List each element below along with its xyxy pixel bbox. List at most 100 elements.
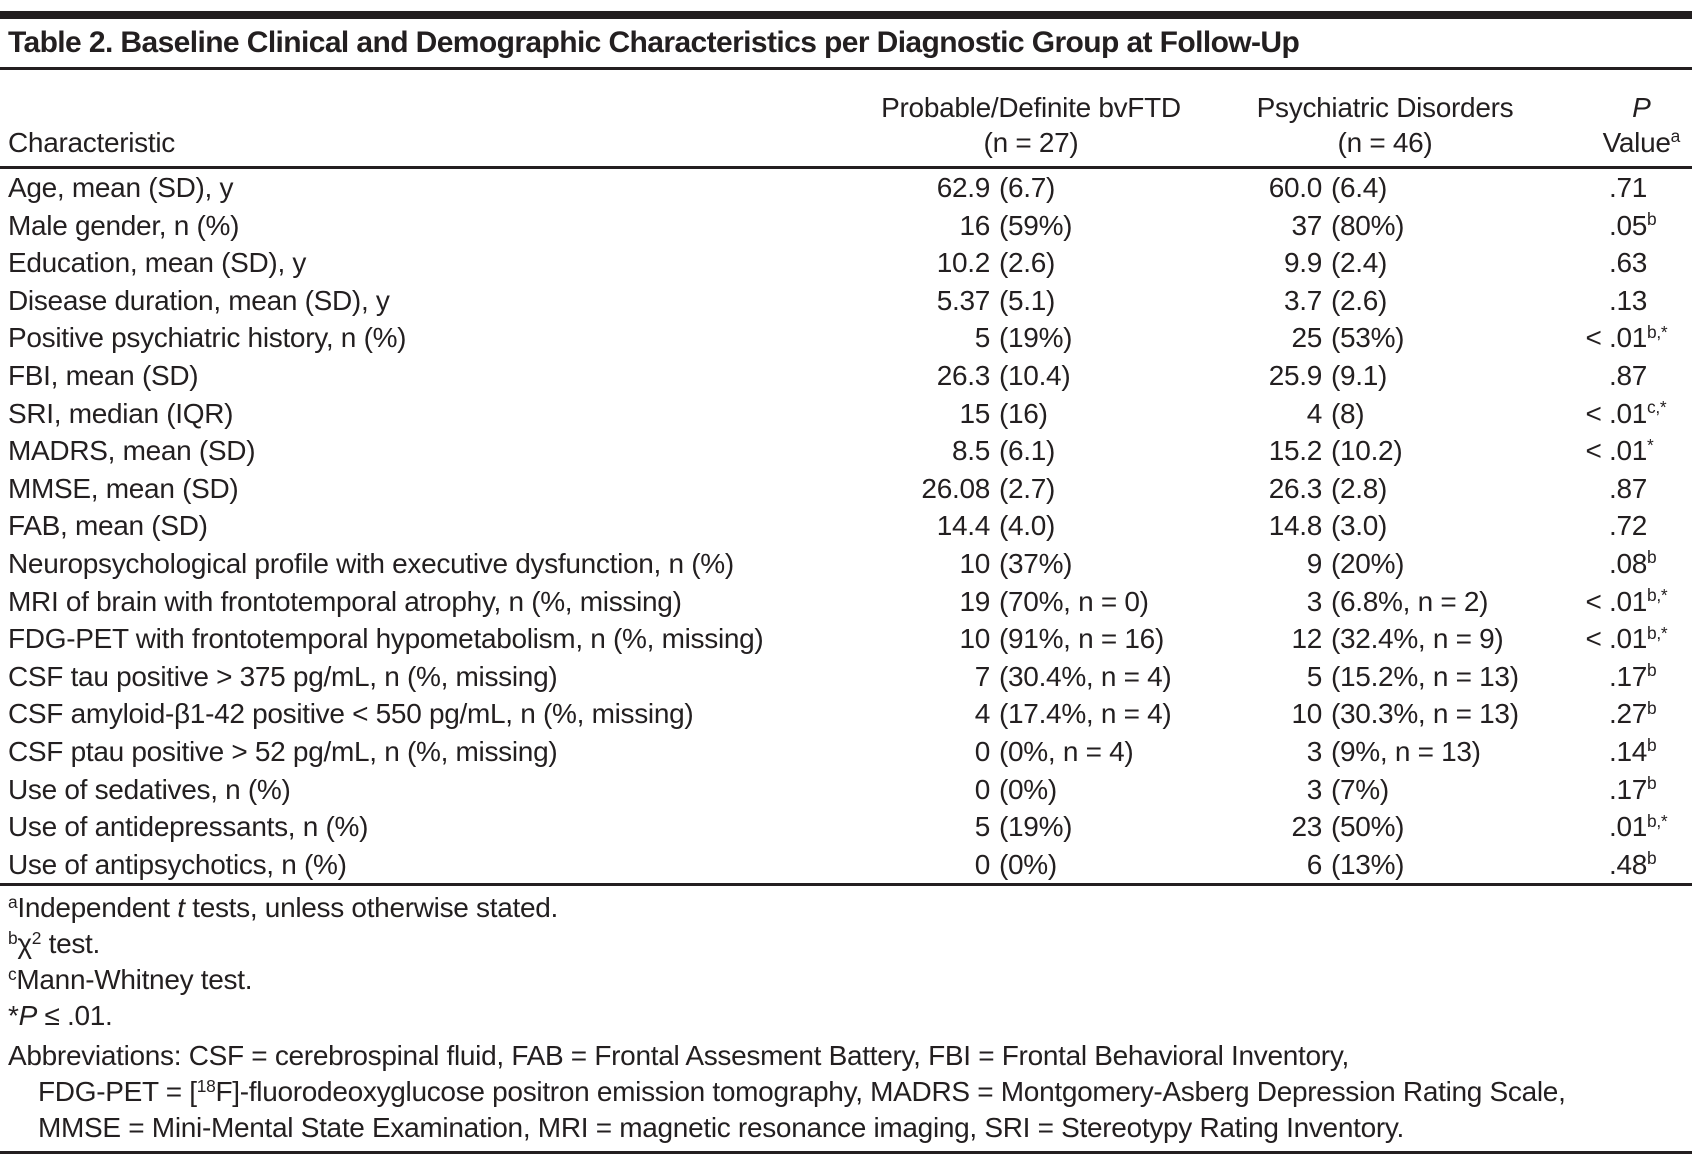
column-header-pvalue: P Valuea bbox=[1492, 70, 1692, 169]
bvftd-value: 0 (0%) bbox=[840, 771, 1162, 809]
value-number: 8.5 bbox=[951, 435, 990, 467]
abbreviation-line: Abbreviations: CSF = cerebrospinal fluid… bbox=[8, 1038, 1692, 1074]
abbreviation-line: MMSE = Mini-Mental State Examination, MR… bbox=[8, 1110, 1692, 1146]
bvftd-value: 5 (19%) bbox=[840, 319, 1162, 357]
value-parenthetical: (37%) bbox=[999, 547, 1073, 579]
table-body: Age, mean (SD), y 62.9 (6.7) 60.0 (6.4) .71 Ma… bbox=[0, 168, 1692, 885]
p-value: .63 bbox=[1492, 244, 1692, 282]
text-segment: FDG-PET = [ bbox=[38, 1076, 197, 1108]
text-segment: Abbreviations: CSF = cerebrospinal fluid… bbox=[8, 1040, 1349, 1072]
table-row: FAB, mean (SD) 14.4 (4.0) 14.8 (3.0) .72 bbox=[0, 507, 1692, 545]
row-label: MADRS, mean (SD) bbox=[8, 435, 256, 467]
bvftd-value: 26.3 (10.4) bbox=[840, 357, 1162, 395]
column-header-pvalue-line1: P bbox=[1632, 92, 1651, 123]
psychiatric-value: 5 (15.2%, n = 13) bbox=[1162, 658, 1519, 696]
p-value: .08 b bbox=[1492, 545, 1692, 583]
table-row: Education, mean (SD), y 10.2 (2.6) 9.9 (2.4)… bbox=[0, 244, 1692, 282]
footnote: cMann-Whitney test. bbox=[8, 962, 1692, 998]
p-value: .17 b bbox=[1492, 771, 1692, 809]
table-header: Characteristic Probable/Definite bvFTD (… bbox=[0, 70, 1692, 169]
bvftd-value: 19 (70%, n = 0) bbox=[840, 583, 1162, 621]
value-parenthetical: (17.4%, n = 4) bbox=[999, 698, 1172, 730]
bvftd-value: 15 (16) bbox=[840, 395, 1162, 433]
p-value-footnote-marker: b bbox=[1647, 697, 1657, 718]
text-segment: Independent bbox=[17, 892, 178, 924]
psychiatric-value: 60.0 (6.4) bbox=[1162, 168, 1492, 207]
value-parenthetical: (7%) bbox=[1331, 773, 1389, 805]
value-number: 5 bbox=[974, 322, 991, 354]
p-value: .14 b bbox=[1492, 733, 1692, 771]
column-header-pvalue-line2: Valuea bbox=[1602, 126, 1681, 158]
row-label: Education, mean (SD), y bbox=[8, 247, 307, 279]
table-row: Age, mean (SD), y 62.9 (6.7) 60.0 (6.4) .71 bbox=[0, 168, 1692, 207]
value-parenthetical: (9%, n = 13) bbox=[1331, 735, 1481, 767]
table-row: MRI of brain with frontotemporal atrophy… bbox=[0, 583, 1692, 621]
p-value-number: < .01 bbox=[1585, 397, 1647, 429]
clinical-characteristics-table: Characteristic Probable/Definite bvFTD (… bbox=[0, 70, 1692, 887]
psychiatric-value: 14.8 (3.0) bbox=[1162, 507, 1492, 545]
value-parenthetical: (2.4) bbox=[1331, 247, 1388, 279]
p-value: .48 b bbox=[1492, 846, 1692, 885]
row-label: CSF amyloid-β1-42 positive < 550 pg/mL, … bbox=[8, 698, 694, 730]
p-value: .71 bbox=[1492, 168, 1692, 207]
p-value-footnote-marker: b,* bbox=[1647, 810, 1668, 831]
row-label: Age, mean (SD), y bbox=[8, 172, 234, 203]
psychiatric-value: 25 (53%) bbox=[1162, 319, 1492, 357]
value-number: 10 bbox=[959, 547, 990, 579]
table-row: FDG-PET with frontotemporal hypometaboli… bbox=[0, 620, 1692, 658]
value-parenthetical: (53%) bbox=[1331, 322, 1405, 354]
value-number: 26.08 bbox=[921, 472, 990, 504]
column-header-psychiatric: Psychiatric Disorders (n = 46) bbox=[1162, 70, 1514, 169]
value-number: 37 bbox=[1291, 209, 1322, 241]
value-number: 0 bbox=[974, 848, 991, 880]
psychiatric-value: 3 (6.8%, n = 2) bbox=[1162, 583, 1492, 621]
table-row: Neuropsychological profile with executiv… bbox=[0, 545, 1692, 583]
text-segment: χ bbox=[17, 928, 32, 960]
table-footnotes: aIndependent t tests, unless otherwise s… bbox=[0, 890, 1692, 1034]
value-number: 4 bbox=[974, 698, 991, 730]
row-label: SRI, median (IQR) bbox=[8, 397, 234, 429]
column-header-bvftd-line1: Probable/Definite bvFTD bbox=[881, 92, 1181, 123]
column-header-characteristic: Characteristic bbox=[0, 70, 840, 169]
value-parenthetical: (4.0) bbox=[999, 510, 1056, 542]
value-number: 60.0 bbox=[1268, 172, 1323, 203]
psychiatric-value: 4 (8) bbox=[1162, 395, 1492, 433]
p-value-footnote-marker: b bbox=[1647, 735, 1657, 756]
row-label: Use of antipsychotics, n (%) bbox=[8, 848, 347, 880]
psychiatric-value: 9.9 (2.4) bbox=[1162, 244, 1492, 282]
value-parenthetical: (15.2%, n = 13) bbox=[1331, 660, 1519, 692]
p-value-number: .08 bbox=[1608, 547, 1647, 579]
table-row: Use of antidepressants, n (%) 5 (19%) 23 (50… bbox=[0, 808, 1692, 846]
psychiatric-value: 26.3 (2.8) bbox=[1162, 470, 1492, 508]
value-number: 25.9 bbox=[1268, 359, 1323, 391]
value-number: 14.4 bbox=[936, 510, 991, 542]
p-value-number: .87 bbox=[1608, 359, 1647, 391]
footnote: aIndependent t tests, unless otherwise s… bbox=[8, 890, 1692, 926]
value-parenthetical: (59%) bbox=[999, 209, 1073, 241]
psychiatric-value: 15.2 (10.2) bbox=[1162, 432, 1492, 470]
p-value-footnote-marker: b bbox=[1647, 547, 1657, 568]
table-row: CSF tau positive > 375 pg/mL, n (%, miss… bbox=[0, 658, 1692, 696]
value-parenthetical: (3.0) bbox=[1331, 510, 1388, 542]
p-value-number: .72 bbox=[1608, 510, 1647, 542]
p-value-footnote-slot: b,* bbox=[1647, 620, 1692, 658]
p-value-number: < .01 bbox=[1585, 623, 1647, 655]
table-row: Use of sedatives, n (%) 0 (0%) 3 (7%) .17 b bbox=[0, 771, 1692, 809]
p-value-footnote-slot: b bbox=[1647, 733, 1692, 771]
footnote-marker: c bbox=[8, 963, 17, 984]
value-parenthetical: (0%, n = 4) bbox=[999, 735, 1134, 767]
row-label: Male gender, n (%) bbox=[8, 209, 240, 241]
value-parenthetical: (19%) bbox=[999, 811, 1073, 843]
value-number: 15 bbox=[959, 397, 990, 429]
value-parenthetical: (70%, n = 0) bbox=[999, 585, 1149, 617]
p-value: < .01 b,* bbox=[1492, 583, 1692, 621]
value-number: 10 bbox=[1291, 698, 1322, 730]
value-number: 3.7 bbox=[1283, 284, 1322, 316]
bvftd-value: 10.2 (2.6) bbox=[840, 244, 1162, 282]
p-value-number: .27 bbox=[1608, 698, 1647, 730]
value-number: 3 bbox=[1306, 585, 1323, 617]
bvftd-value: 0 (0%) bbox=[840, 846, 1162, 885]
value-number: 26.3 bbox=[1268, 472, 1323, 504]
p-value-number: .01 bbox=[1608, 811, 1647, 843]
psychiatric-value: 3 (9%, n = 13) bbox=[1162, 733, 1492, 771]
